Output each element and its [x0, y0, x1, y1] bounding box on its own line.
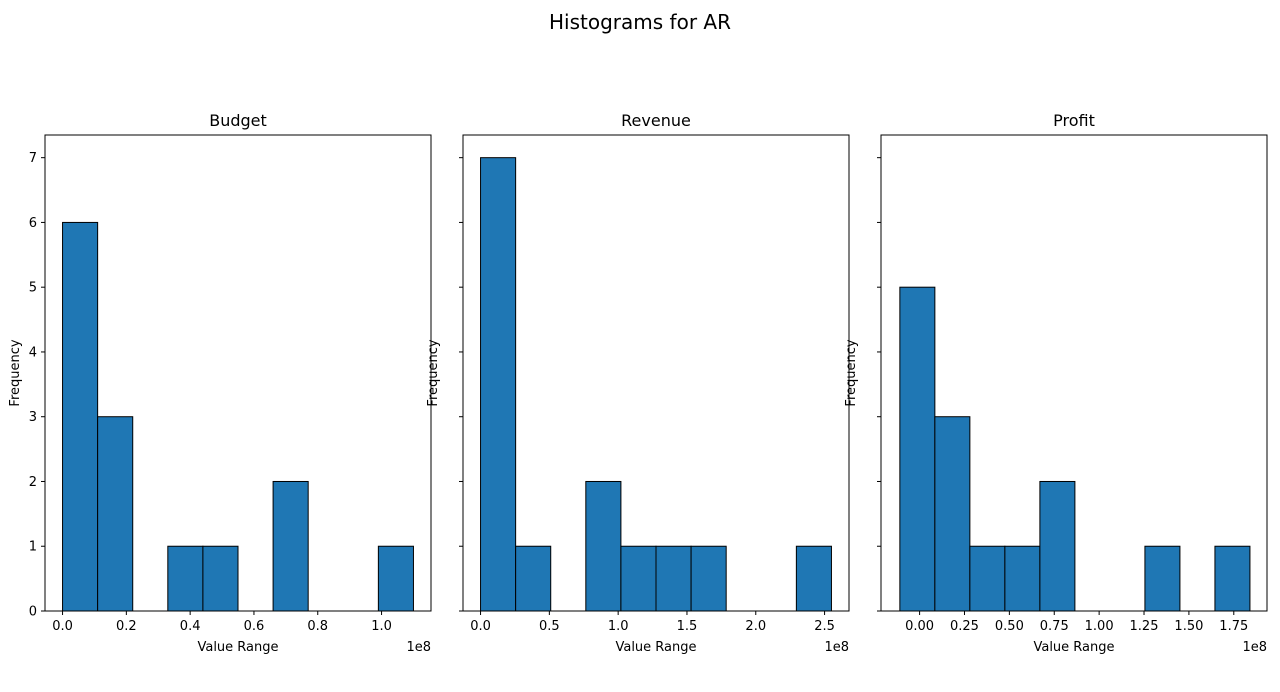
x-offset-label: 1e8 — [406, 640, 431, 655]
x-tick-label: 0.6 — [244, 619, 265, 634]
x-tick-label: 0.2 — [116, 619, 137, 634]
histogram-bar — [795, 545, 832, 612]
histogram-bar — [1004, 545, 1041, 612]
subplot-3: 0.00 0.25 0.50 0.75 1.00 1.25 1.50 1.75 Profit Va… — [844, 111, 1268, 655]
x-offset-label: 1e8 — [824, 640, 849, 655]
y-tick-label: 0 — [29, 605, 37, 620]
y-tick-label: 4 — [29, 345, 37, 360]
y-axis-label: Frequency — [8, 339, 23, 406]
axes-frame — [462, 134, 850, 612]
x-tick-label: 1.0 — [371, 619, 392, 634]
y-tick-label: 3 — [29, 410, 37, 425]
histogram-bar — [690, 545, 727, 612]
histogram-bar — [272, 480, 309, 612]
x-tick-label: 0.50 — [995, 619, 1024, 634]
x-tick-label: 0.00 — [905, 619, 934, 634]
x-tick-label: 0.4 — [180, 619, 201, 634]
subplot-title: Budget — [209, 111, 267, 130]
subplot-2: 0.0 0.5 1.0 1.5 2.0 2.5 Revenue Value Range Freq… — [426, 111, 850, 655]
x-tick-label: 1.00 — [1085, 619, 1114, 634]
histogram-bar — [480, 157, 517, 612]
x-tick-label: 0.0 — [52, 619, 73, 634]
y-tick-label: 1 — [29, 540, 37, 555]
x-tick-label: 0.75 — [1040, 619, 1069, 634]
histogram-bar — [515, 545, 552, 612]
x-tick-label: 1.5 — [677, 619, 698, 634]
histogram-bar — [377, 545, 414, 612]
x-tick-label: 0.0 — [470, 619, 491, 634]
subplot-title: Revenue — [621, 111, 691, 130]
x-tick-label: 2.5 — [814, 619, 835, 634]
histogram-bar — [1144, 545, 1181, 612]
x-tick-label: 1.75 — [1219, 619, 1248, 634]
x-tick-label: 2.0 — [745, 619, 766, 634]
x-offset-label: 1e8 — [1242, 640, 1267, 655]
x-tick-label: 0.25 — [950, 619, 979, 634]
histogram-bar — [585, 480, 622, 612]
y-axis-label: Frequency — [426, 339, 441, 406]
x-axis-label: Value Range — [615, 640, 696, 655]
x-tick-label: 1.0 — [608, 619, 629, 634]
histogram-bar — [1214, 545, 1251, 612]
x-axis-label: Value Range — [1033, 640, 1114, 655]
axes-frame — [880, 134, 1268, 612]
histogram-bar — [202, 545, 239, 612]
histogram-bar — [1039, 480, 1076, 612]
histogram-bar — [655, 545, 692, 612]
x-axis-label: Value Range — [197, 640, 278, 655]
histogram-bar — [97, 416, 134, 612]
subplot-1: 0.0 0.2 0.4 0.6 0.8 1.0 0 1 2 3 4 5 6 7 Budget Value Ra… — [8, 111, 432, 655]
x-tick-label: 1.25 — [1130, 619, 1159, 634]
histogram-bar — [899, 286, 936, 612]
x-tick-label: 1.50 — [1174, 619, 1203, 634]
histogram-bar — [620, 545, 657, 612]
axes-frame — [44, 134, 432, 612]
y-tick-label: 6 — [29, 216, 37, 231]
x-tick-label: 0.8 — [307, 619, 328, 634]
x-tick-label: 0.5 — [539, 619, 560, 634]
y-tick-label: 5 — [29, 281, 37, 296]
y-axis-label: Frequency — [844, 339, 859, 406]
histogram-bar — [969, 545, 1006, 612]
subplot-title: Profit — [1053, 111, 1095, 130]
figure-title: Histograms for AR — [549, 10, 731, 34]
histogram-bar — [934, 416, 971, 612]
y-tick-label: 7 — [29, 151, 37, 166]
y-tick-label: 2 — [29, 475, 37, 490]
histogram-bar — [167, 545, 204, 612]
histogram-bar — [62, 221, 99, 612]
